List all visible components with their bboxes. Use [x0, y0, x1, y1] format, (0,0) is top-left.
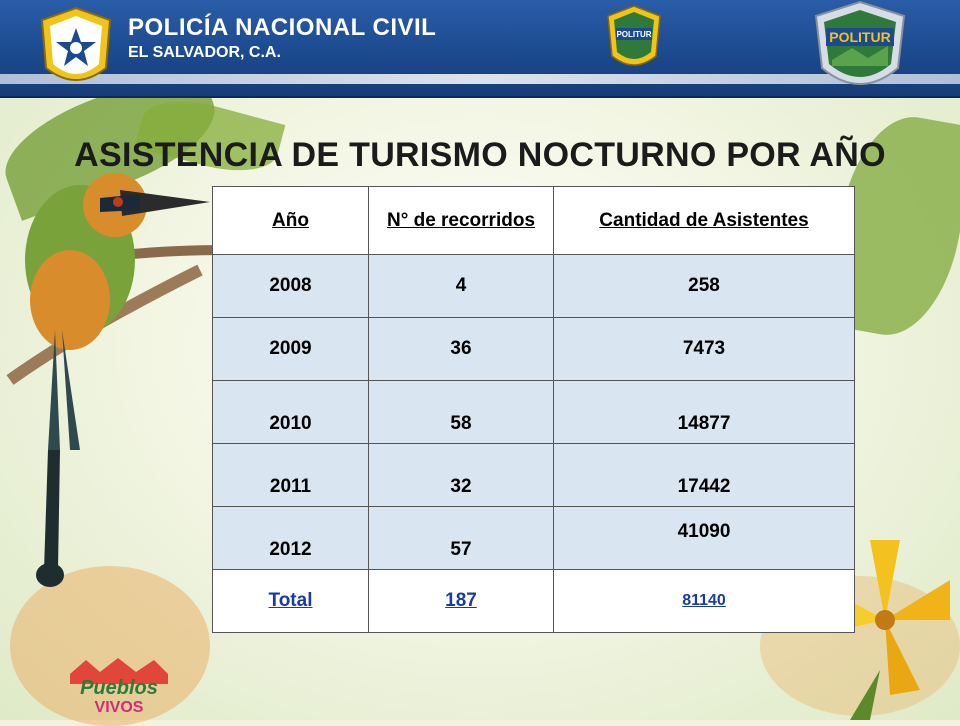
- year-cell: 2011: [212, 443, 369, 507]
- table-row: 2012 57 41090: [212, 506, 855, 570]
- column-header-tours: N° de recorridos: [368, 186, 554, 255]
- politur-main-badge: POLITUR: [814, 0, 906, 85]
- total-label-link[interactable]: Total: [212, 569, 369, 633]
- attendees-cell: 17442: [553, 443, 855, 507]
- tourism-attendance-table: Año N° de recorridos Cantidad de Asisten…: [212, 186, 855, 633]
- slide-title: ASISTENCIA DE TURISMO NOCTURNO POR AÑO: [74, 136, 886, 174]
- year-cell: 2008: [212, 254, 369, 318]
- pnc-badge-logo: [40, 6, 112, 81]
- table-row: 2011 32 17442: [212, 443, 855, 507]
- tours-cell: 32: [368, 443, 554, 507]
- yellow-flowers-illustration: [830, 540, 950, 720]
- column-header-year: Año: [212, 186, 369, 255]
- vivos-text: VIVOS: [95, 699, 144, 716]
- tours-cell: 36: [368, 317, 554, 381]
- pueblos-text: Pueblos: [80, 677, 158, 699]
- svg-text:POLITUR: POLITUR: [616, 30, 651, 39]
- header-banner: POLICÍA NACIONAL CIVIL EL SALVADOR, C.A.…: [0, 0, 960, 98]
- column-header-attendees: Cantidad de Asistentes: [553, 186, 855, 255]
- attendees-cell: 14877: [553, 380, 855, 444]
- attendees-cell: 258: [553, 254, 855, 318]
- politur-small-badge: POLITUR: [607, 5, 661, 66]
- total-attendees-link[interactable]: 81140: [553, 569, 855, 633]
- org-name: POLICÍA NACIONAL CIVIL: [128, 14, 437, 41]
- tours-cell: 57: [368, 506, 554, 570]
- year-cell: 2009: [212, 317, 369, 381]
- table-row: 2009 36 7473: [212, 317, 855, 381]
- tours-cell: 58: [368, 380, 554, 444]
- attendees-cell: 7473: [553, 317, 855, 381]
- year-cell: 2010: [212, 380, 369, 444]
- total-tours-link[interactable]: 187: [368, 569, 554, 633]
- table-total-row: Total 187 81140: [212, 569, 855, 633]
- table-row: 2008 4 258: [212, 254, 855, 318]
- table-header-row: Año N° de recorridos Cantidad de Asisten…: [212, 186, 855, 255]
- tours-cell: 4: [368, 254, 554, 318]
- motmot-bird-illustration: [6, 173, 230, 587]
- year-cell: 2012: [212, 506, 369, 570]
- svg-text:POLITUR: POLITUR: [829, 29, 890, 45]
- attendees-cell: 41090: [553, 506, 855, 570]
- pueblos-vivos-logo: Pueblos VIVOS: [70, 658, 168, 716]
- org-location: EL SALVADOR, C.A.: [128, 44, 281, 61]
- header-stripe: [0, 74, 960, 84]
- orange-splash: [10, 566, 210, 726]
- table-row: 2010 58 14877: [212, 380, 855, 444]
